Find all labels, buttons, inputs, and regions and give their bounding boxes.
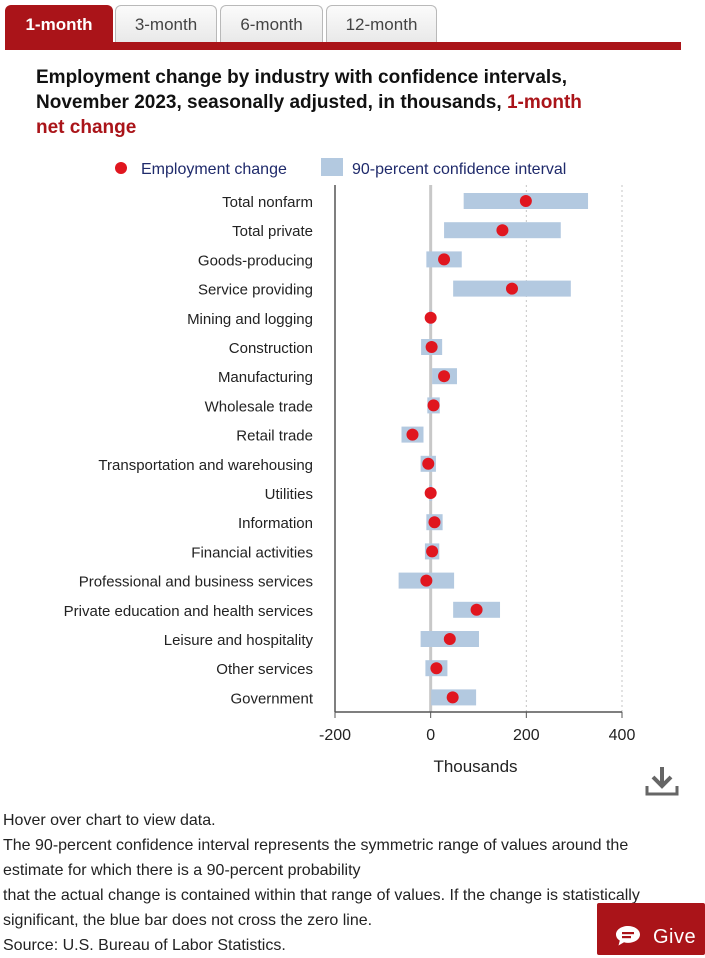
employment-change-point [427, 399, 440, 412]
employment-change-point [519, 195, 532, 207]
employment-change-point [420, 574, 433, 587]
employment-change-chart[interactable]: Employment change 90-percent confidence i… [0, 150, 705, 780]
employment-change-point [505, 282, 518, 295]
employment-change-point [446, 691, 459, 704]
note-interval-definition: The 90-percent confidence interval repre… [3, 837, 629, 879]
category-label: Information [238, 515, 313, 532]
chart-title: Employment change by industry with confi… [36, 65, 596, 140]
category-label: Construction [229, 340, 313, 357]
category-label: Goods-producing [198, 252, 313, 269]
category-label: Total private [232, 223, 313, 240]
x-axis-title: Thousands [433, 757, 517, 776]
period-tabs: 1-month 3-month 6-month 12-month [5, 5, 681, 51]
employment-change-point [424, 311, 437, 324]
tab-6-month[interactable]: 6-month [220, 5, 323, 42]
x-tick-label: 400 [609, 727, 636, 744]
employment-change-point [496, 224, 509, 237]
employment-change-point [422, 457, 435, 470]
category-label: Private education and health services [64, 603, 313, 620]
tab-strip [5, 42, 681, 50]
category-label: Leisure and hospitality [164, 632, 314, 649]
category-label: Retail trade [236, 428, 313, 445]
legend-point-marker [115, 162, 127, 174]
download-icon [645, 767, 679, 796]
category-label: Utilities [265, 486, 313, 503]
legend-interval-label: 90-percent confidence interval [352, 161, 566, 178]
category-label: Financial activities [191, 544, 313, 561]
give-label: Give [653, 926, 697, 948]
category-label: Wholesale trade [205, 398, 313, 415]
employment-change-point [428, 516, 441, 529]
category-label: Total nonfarm [222, 194, 313, 211]
chart-title-main: Employment change by industry with confi… [36, 67, 568, 113]
chart-title-highlight: 1-month net change [36, 92, 582, 138]
legend-point-label: Employment change [141, 161, 287, 178]
employment-change-point [438, 370, 451, 383]
category-label: Transportation and warehousing [98, 457, 313, 474]
note-hover-hint: Hover over chart to view data. [3, 812, 216, 829]
download-button[interactable] [643, 763, 681, 799]
employment-change-point [426, 545, 439, 558]
category-label: Other services [216, 661, 313, 678]
employment-change-point [424, 487, 437, 499]
employment-change-point [430, 662, 443, 675]
x-tick-label: 200 [513, 727, 540, 744]
employment-change-point [406, 428, 419, 441]
legend-interval-swatch [321, 158, 343, 176]
category-label: Mining and logging [187, 311, 313, 328]
chart-panel [5, 50, 694, 795]
employment-change-point [443, 633, 456, 645]
category-label: Government [230, 690, 313, 707]
x-tick-label: 0 [426, 727, 435, 744]
x-tick-label: -200 [319, 727, 351, 744]
employment-change-point [425, 341, 438, 353]
category-label: Service providing [198, 282, 313, 299]
category-label: Manufacturing [218, 369, 313, 386]
note-interval-explanation: that the actual change is contained with… [3, 887, 640, 929]
category-label: Professional and business services [79, 574, 313, 591]
employment-change-point [438, 253, 451, 266]
chat-icon [616, 926, 640, 946]
tab-1-month[interactable]: 1-month [5, 5, 113, 42]
chart-notes: Hover over chart to view data. The 90-pe… [3, 808, 693, 958]
tab-12-month[interactable]: 12-month [326, 5, 437, 42]
tab-3-month[interactable]: 3-month [115, 5, 217, 42]
employment-change-point [470, 603, 483, 616]
give-button[interactable]: Give [597, 903, 705, 955]
note-source: Source: U.S. Bureau of Labor Statistics. [3, 937, 286, 954]
